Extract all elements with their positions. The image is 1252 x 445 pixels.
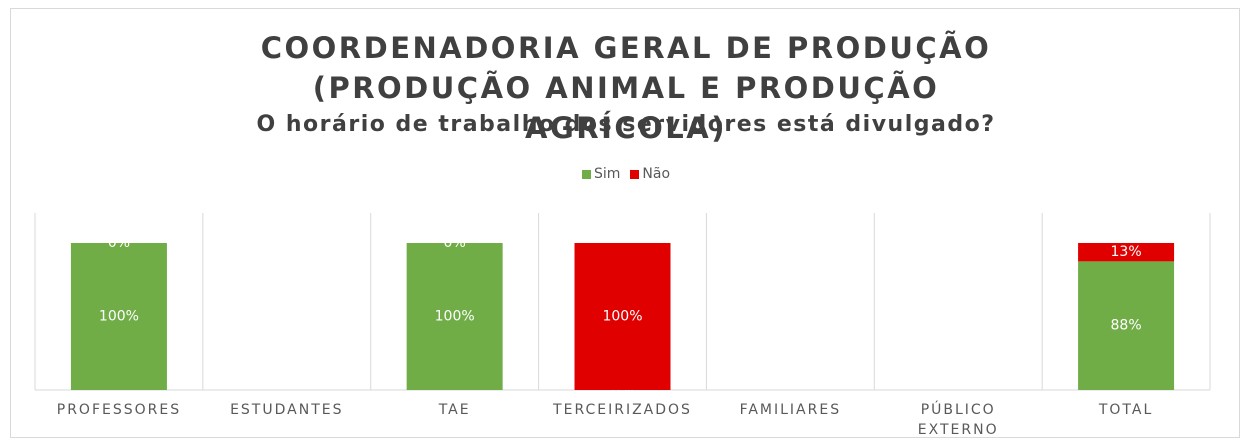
x-tick-label: TAE [438,402,471,418]
data-label: 88% [1111,318,1142,334]
bar-segment [1078,261,1175,390]
x-tick-label: TOTAL [1098,402,1154,418]
bar-segment [574,243,671,390]
chart-subtitle: O horário de trabalho dos servidores est… [256,112,996,137]
bar-segment [1078,243,1175,262]
legend-label: Sim [593,166,621,182]
legend: Sim Não [0,166,1252,182]
legend-swatch [630,169,640,179]
legend-label: Não [642,166,671,182]
data-label: 13% [1111,244,1142,260]
chart-title: COORDENADORIA GERAL DE PRODUÇÃO (PRODUÇÃ… [260,31,992,145]
data-label: 100% [435,309,475,325]
x-tick-label: TERCEIRIZADOS [553,402,692,418]
data-label: 0% [108,235,130,251]
legend-swatch [581,169,591,179]
bar-segment [70,243,167,390]
x-tick-label: PÚBLICO EXTERNO [917,402,999,438]
data-label: 0% [444,235,466,251]
data-label: 100% [602,309,642,325]
bar-segment [406,243,503,390]
x-tick-label: PROFESSORES [56,402,182,418]
legend-item: Não [630,166,670,182]
x-tick-label: FAMILIARES [739,402,842,418]
chart-frame [10,8,1240,438]
legend-item: Sim [581,166,621,182]
x-tick-label: ESTUDANTES [230,402,344,418]
data-label: 100% [99,309,139,325]
